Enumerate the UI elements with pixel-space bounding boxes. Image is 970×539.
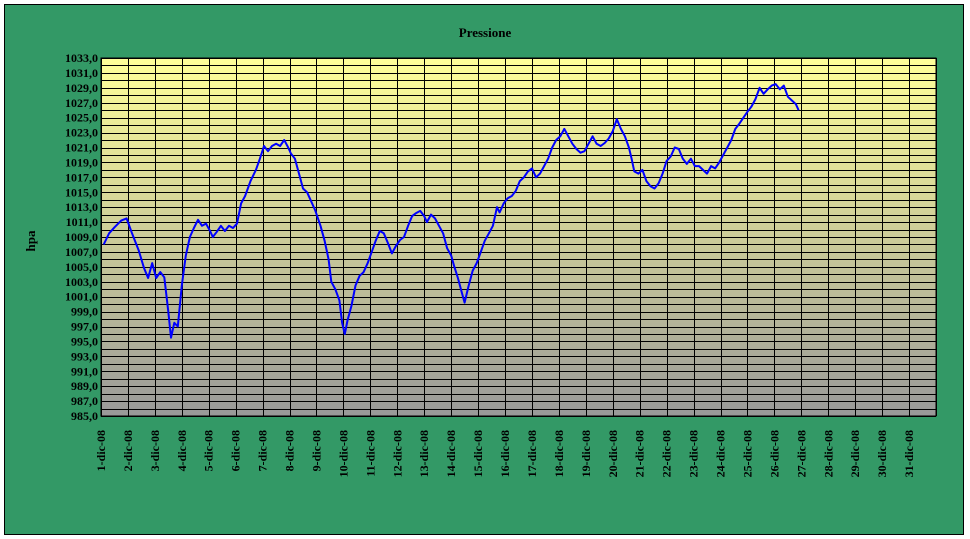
y-tick-label: 1001,0	[65, 290, 98, 304]
y-tick-label: 1033,0	[65, 51, 98, 65]
y-tick-label: 987,0	[71, 394, 98, 408]
y-tick-label: 999,0	[71, 305, 98, 319]
x-tick-label: 30-dic-08	[875, 430, 889, 477]
y-tick-label: 993,0	[71, 349, 98, 363]
x-tick-label: 18-dic-08	[552, 430, 566, 477]
x-tick-label: 28-dic-08	[821, 430, 835, 477]
y-tick-label: 985,0	[71, 409, 98, 423]
x-tick-label: 9-dic-08	[309, 430, 323, 471]
y-tick-label: 1007,0	[65, 245, 98, 259]
y-tick-label: 1025,0	[65, 111, 98, 125]
x-tick-label: 23-dic-08	[687, 430, 701, 477]
x-tick-label: 2-dic-08	[121, 430, 135, 471]
x-tick-label: 15-dic-08	[471, 430, 485, 477]
x-tick-label: 6-dic-08	[229, 430, 243, 471]
x-tick-label: 3-dic-08	[148, 430, 162, 471]
y-tick-label: 1003,0	[65, 275, 98, 289]
y-axis-label: hpa	[23, 230, 38, 251]
y-tick-label: 1023,0	[65, 126, 98, 140]
y-tick-label: 1027,0	[65, 96, 98, 110]
y-tick-label: 1015,0	[65, 185, 98, 199]
x-tick-label: 24-dic-08	[714, 430, 728, 477]
x-tick-label: 27-dic-08	[794, 430, 808, 477]
y-tick-label: 1029,0	[65, 81, 98, 95]
y-tick-label: 1021,0	[65, 141, 98, 155]
y-tick-label: 1009,0	[65, 230, 98, 244]
x-tick-label: 10-dic-08	[336, 430, 350, 477]
y-tick-label: 997,0	[71, 320, 98, 334]
y-axis: 985,0987,0989,0991,0993,0995,0997,0999,0…	[65, 51, 98, 423]
x-tick-label: 12-dic-08	[390, 430, 404, 477]
x-tick-label: 7-dic-08	[256, 430, 270, 471]
x-tick-label: 4-dic-08	[175, 430, 189, 471]
y-tick-label: 1031,0	[65, 66, 98, 80]
x-tick-label: 19-dic-08	[579, 430, 593, 477]
y-tick-label: 1017,0	[65, 170, 98, 184]
pressure-chart: Pressione hpa 985,0987,0989,0991,0993,09…	[23, 25, 937, 477]
x-tick-label: 5-dic-08	[202, 430, 216, 471]
x-tick-label: 22-dic-08	[660, 430, 674, 477]
chart-title: Pressione	[459, 25, 512, 40]
x-tick-label: 25-dic-08	[740, 430, 754, 477]
y-tick-label: 995,0	[71, 334, 98, 348]
x-tick-label: 16-dic-08	[498, 430, 512, 477]
x-tick-label: 14-dic-08	[444, 430, 458, 477]
x-tick-label: 31-dic-08	[902, 430, 916, 477]
grid-lines	[101, 58, 937, 417]
x-tick-label: 17-dic-08	[525, 430, 539, 477]
x-tick-label: 8-dic-08	[283, 430, 297, 471]
x-tick-label: 20-dic-08	[606, 430, 620, 477]
y-tick-label: 989,0	[71, 379, 98, 393]
x-tick-label: 11-dic-08	[363, 430, 377, 477]
pressure-series-line	[102, 83, 800, 339]
x-tick-label: 21-dic-08	[633, 430, 647, 477]
series-layer	[102, 83, 800, 339]
x-tick-label: 29-dic-08	[848, 430, 862, 477]
y-tick-label: 991,0	[71, 364, 98, 378]
y-tick-label: 1019,0	[65, 155, 98, 169]
y-tick-label: 1013,0	[65, 200, 98, 214]
x-tick-label: 13-dic-08	[417, 430, 431, 477]
y-tick-label: 1005,0	[65, 260, 98, 274]
x-axis: 1-dic-08 2-dic-08 3-dic-08 4-dic-08 5-dic-08…	[94, 430, 916, 477]
chart-area: Pressione hpa 985,0 987,0 989,0 991,0 993,0 9…	[4, 4, 964, 535]
y-tick-label: 1011,0	[66, 215, 98, 229]
x-tick-label: 26-dic-08	[767, 430, 781, 477]
x-tick-label: 1-dic-08	[94, 430, 108, 471]
